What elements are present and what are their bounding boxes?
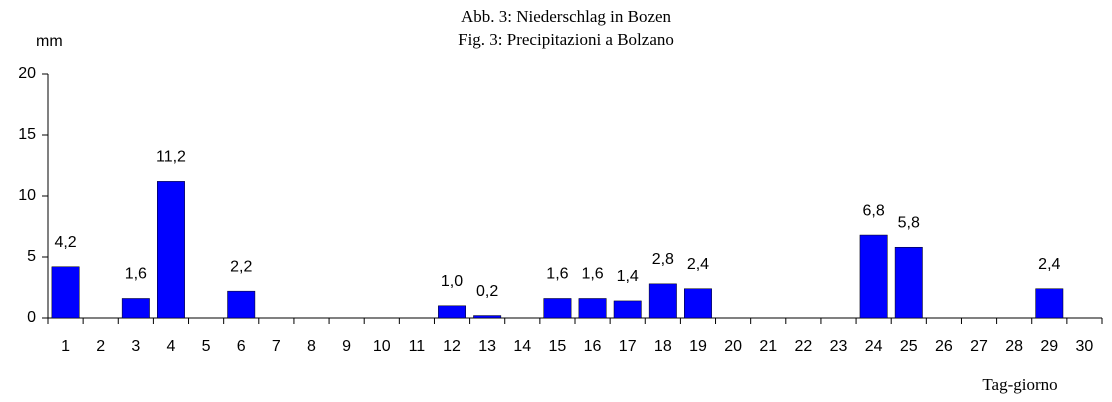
bar [157,181,185,319]
x-tick-label: 2 [96,338,105,355]
x-tick-label: 15 [549,338,567,355]
x-tick-label: 27 [970,338,988,355]
y-tick-label: 0 [27,309,36,326]
x-tick-label: 25 [900,338,918,355]
data-label: 11,2 [156,149,186,166]
data-label: 2,4 [1038,256,1060,273]
x-tick-label: 24 [865,338,883,355]
bar [613,300,642,319]
data-label: 4,2 [54,234,76,251]
data-label: 1,6 [125,266,147,283]
data-label: 2,4 [687,256,709,273]
x-tick-label: 20 [724,338,742,355]
y-axis-label: mm [36,33,63,50]
x-tick-label: 16 [584,338,602,355]
x-tick-label: 23 [830,338,848,355]
data-label: 2,2 [230,258,252,275]
x-tick-label: 29 [1040,338,1058,355]
x-tick-label: 5 [202,338,211,355]
x-tick-label: 17 [619,338,637,355]
bar [1035,288,1064,319]
x-tick-label: 6 [237,338,246,355]
bar [578,298,607,319]
data-label: 1,4 [617,268,639,285]
x-tick-label: 30 [1076,338,1094,355]
bar [684,288,712,319]
x-tick-label: 19 [689,338,707,355]
x-tick-label: 10 [373,338,391,355]
x-tick-label: 9 [342,338,351,355]
y-tick-label: 15 [18,126,36,143]
bar [51,266,80,319]
bar [473,315,502,319]
bar [648,283,677,319]
y-tick-label: 10 [18,187,36,204]
bar [227,290,256,319]
bar [894,246,923,319]
y-tick-label: 20 [18,65,36,82]
data-label: 1,0 [441,273,463,290]
x-tick-label: 1 [61,338,70,355]
data-label: 1,6 [581,266,603,283]
data-label: 0,2 [476,283,498,300]
x-tick-label: 28 [1005,338,1023,355]
x-tick-label: 21 [759,338,777,355]
bar [438,305,466,319]
y-tick-label: 5 [27,248,36,265]
x-tick-label: 13 [478,338,496,355]
bar [121,298,150,319]
x-tick-label: 3 [131,338,140,355]
x-tick-label: 14 [513,338,531,355]
chart-subtitle: Fig. 3: Precipitazioni a Bolzano [458,30,674,49]
bar [543,298,572,319]
x-tick-label: 7 [272,338,281,355]
x-tick-label: 26 [935,338,953,355]
data-label: 6,8 [863,202,885,219]
x-tick-label: 18 [654,338,672,355]
x-tick-label: 8 [307,338,316,355]
data-label: 1,6 [546,266,568,283]
x-tick-label: 12 [443,338,461,355]
data-label: 5,8 [898,214,920,231]
x-tick-label: 22 [794,338,812,355]
x-tick-label: 4 [167,338,176,355]
bar [859,234,888,319]
data-label: 2,8 [652,251,674,268]
chart-title: Abb. 3: Niederschlag in Bozen [461,7,672,26]
x-axis-label: Tag-giorno [982,375,1057,394]
x-tick-label: 11 [409,338,426,355]
